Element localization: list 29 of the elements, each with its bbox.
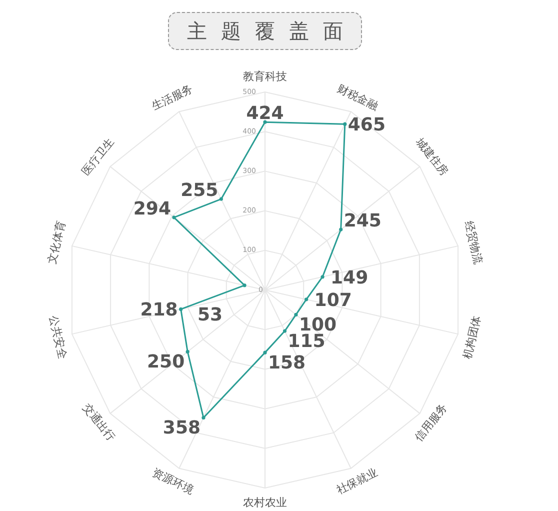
data-label: 294	[133, 198, 171, 220]
spoke-label: 财税金融	[335, 82, 380, 113]
data-label: 424	[246, 103, 284, 124]
data-label: 358	[162, 418, 200, 439]
spoke-label: 教育科技	[243, 70, 287, 83]
spoke-label: 交通出行	[80, 401, 118, 444]
spoke-label: 资源环境	[150, 466, 196, 497]
spoke-label: 公共安全	[46, 314, 70, 360]
data-label: 53	[197, 304, 223, 326]
title-box: 主题覆盖面	[168, 12, 362, 50]
spoke-label: 社保就业	[334, 466, 380, 497]
spoke-label: 生活服务	[150, 82, 195, 113]
data-label: 158	[268, 352, 306, 374]
spoke-label: 农村农业	[243, 496, 287, 509]
data-label: 218	[140, 300, 178, 321]
spoke-label: 文化体育	[45, 220, 68, 266]
data-label: 107	[314, 290, 352, 311]
chart-title: 主题覆盖面	[186, 18, 357, 44]
data-label: 465	[348, 114, 386, 136]
data-label: 149	[330, 267, 368, 288]
data-label: 115	[288, 331, 326, 352]
spoke-label: 城建住房	[412, 134, 451, 178]
spoke-label: 经贸物流	[462, 220, 485, 266]
data-label: 250	[147, 352, 185, 373]
spoke-label: 医疗卫生	[79, 136, 117, 178]
data-label: 245	[344, 210, 382, 232]
spoke-label: 信用服务	[412, 401, 450, 444]
spoke-label: 机构团体	[460, 314, 484, 360]
data-label: 255	[180, 180, 218, 202]
